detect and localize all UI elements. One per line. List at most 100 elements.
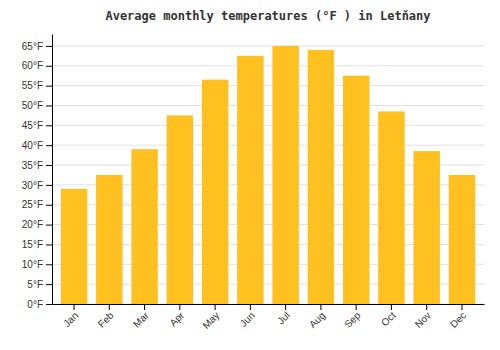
y-tick-mark <box>46 185 52 186</box>
x-tick-label: Feb <box>96 309 116 329</box>
bar <box>237 56 263 304</box>
y-tick: 15°F <box>22 239 52 250</box>
y-tick-label: 35°F <box>22 160 43 171</box>
y-tick: 5°F <box>27 279 52 290</box>
y-tick: 35°F <box>22 160 52 171</box>
bar <box>202 80 228 304</box>
x-tick: Apr <box>167 304 186 328</box>
y-tick-mark <box>46 165 52 166</box>
x-tick-mark <box>356 304 357 310</box>
x-axis-line <box>53 304 485 305</box>
grid-line <box>52 145 484 146</box>
y-tick: 10°F <box>22 259 52 270</box>
y-tick-label: 25°F <box>22 199 43 210</box>
y-tick-label: 5°F <box>27 279 43 290</box>
y-tick: 40°F <box>22 140 52 151</box>
y-tick-mark <box>46 304 52 305</box>
x-tick-mark <box>461 304 462 310</box>
y-tick: 25°F <box>22 199 52 210</box>
grid-line <box>52 105 484 106</box>
y-tick-mark <box>46 125 52 126</box>
y-tick-label: 55°F <box>22 80 43 91</box>
x-tick-mark <box>109 304 110 310</box>
bar <box>131 149 157 304</box>
x-tick-label: Jan <box>61 310 80 329</box>
bar <box>343 76 369 304</box>
x-tick: Jan <box>61 304 80 329</box>
grid-line <box>52 45 484 46</box>
y-axis-line <box>52 35 53 305</box>
x-tick: Jun <box>238 304 257 329</box>
grid-line <box>52 85 484 86</box>
bar <box>96 175 122 304</box>
bar <box>308 50 334 304</box>
x-tick: Mar <box>131 304 151 330</box>
x-tick-label: Oct <box>379 310 398 329</box>
x-tick-label: Apr <box>167 309 186 328</box>
y-tick-label: 0°F <box>27 299 43 310</box>
grid-line <box>52 125 484 126</box>
x-tick-label: Sep <box>342 309 363 330</box>
y-tick: 0°F <box>27 299 52 310</box>
y-tick-mark <box>46 205 52 206</box>
x-tick-label: Dec <box>448 310 468 330</box>
y-tick-mark <box>46 264 52 265</box>
x-tick: Sep <box>342 304 363 330</box>
x-tick: Jul <box>275 304 292 326</box>
grid-line <box>52 65 484 66</box>
y-tick-mark <box>46 284 52 285</box>
x-tick-mark <box>320 304 321 310</box>
x-tick-label: Mar <box>131 309 151 329</box>
x-tick-label: Jun <box>238 310 257 329</box>
x-tick: Dec <box>448 304 468 330</box>
y-tick-label: 65°F <box>22 41 43 52</box>
y-tick: 60°F <box>22 60 52 71</box>
y-tick-label: 45°F <box>22 120 43 131</box>
y-tick-mark <box>46 145 52 146</box>
x-tick-mark <box>215 304 216 310</box>
y-tick-mark <box>46 244 52 245</box>
x-tick-label: Nov <box>413 310 433 330</box>
y-tick-mark <box>46 86 52 87</box>
y-tick: 50°F <box>22 100 52 111</box>
y-axis: 0°F 5°F 10°F 15°F 20°F 25°F 30°F 35°F 40°F 45°F 50… <box>22 35 53 310</box>
x-tick: Nov <box>413 304 433 330</box>
x-tick-label: May <box>200 310 221 331</box>
y-tick-label: 50°F <box>22 100 43 111</box>
y-tick-mark <box>46 46 52 47</box>
y-tick-label: 40°F <box>22 140 43 151</box>
x-tick-mark <box>250 304 251 310</box>
chart-svg: Jan Feb Mar Apr May Jun Jul Aug Sep Oct Nov Dec 0°F 5… <box>0 0 500 350</box>
bar <box>413 151 439 304</box>
x-tick-mark <box>179 304 180 310</box>
x-tick-label: Jul <box>275 310 292 327</box>
y-tick-mark <box>46 105 52 106</box>
y-tick-label: 30°F <box>22 180 43 191</box>
x-tick-label: Aug <box>307 310 327 330</box>
x-tick-mark <box>144 304 145 310</box>
x-tick: Aug <box>307 304 327 330</box>
bar <box>272 46 298 304</box>
chart-container: Jan Feb Mar Apr May Jun Jul Aug Sep Oct Nov Dec 0°F 5… <box>0 0 500 350</box>
bar <box>449 175 475 304</box>
x-tick-mark <box>391 304 392 310</box>
y-tick-label: 15°F <box>22 239 43 250</box>
x-tick: Feb <box>96 304 116 330</box>
y-tick-mark <box>46 66 52 67</box>
x-tick-mark <box>285 304 286 310</box>
title: Average monthly temperatures (°F ) in Le… <box>105 9 430 23</box>
y-tick: 30°F <box>22 180 52 191</box>
x-axis: Jan Feb Mar Apr May Jun Jul Aug Sep Oct Nov Dec <box>53 304 485 331</box>
y-tick-label: 20°F <box>22 219 43 230</box>
y-tick: 45°F <box>22 120 52 131</box>
y-tick-label: 60°F <box>22 60 43 71</box>
y-tick: 55°F <box>22 80 52 91</box>
bar <box>167 115 193 304</box>
y-tick: 20°F <box>22 219 52 230</box>
x-tick-mark <box>426 304 427 310</box>
bar <box>378 111 404 304</box>
grid <box>52 46 484 304</box>
y-tick-mark <box>46 225 52 226</box>
y-tick: 65°F <box>22 41 52 52</box>
x-tick: May <box>200 304 221 331</box>
